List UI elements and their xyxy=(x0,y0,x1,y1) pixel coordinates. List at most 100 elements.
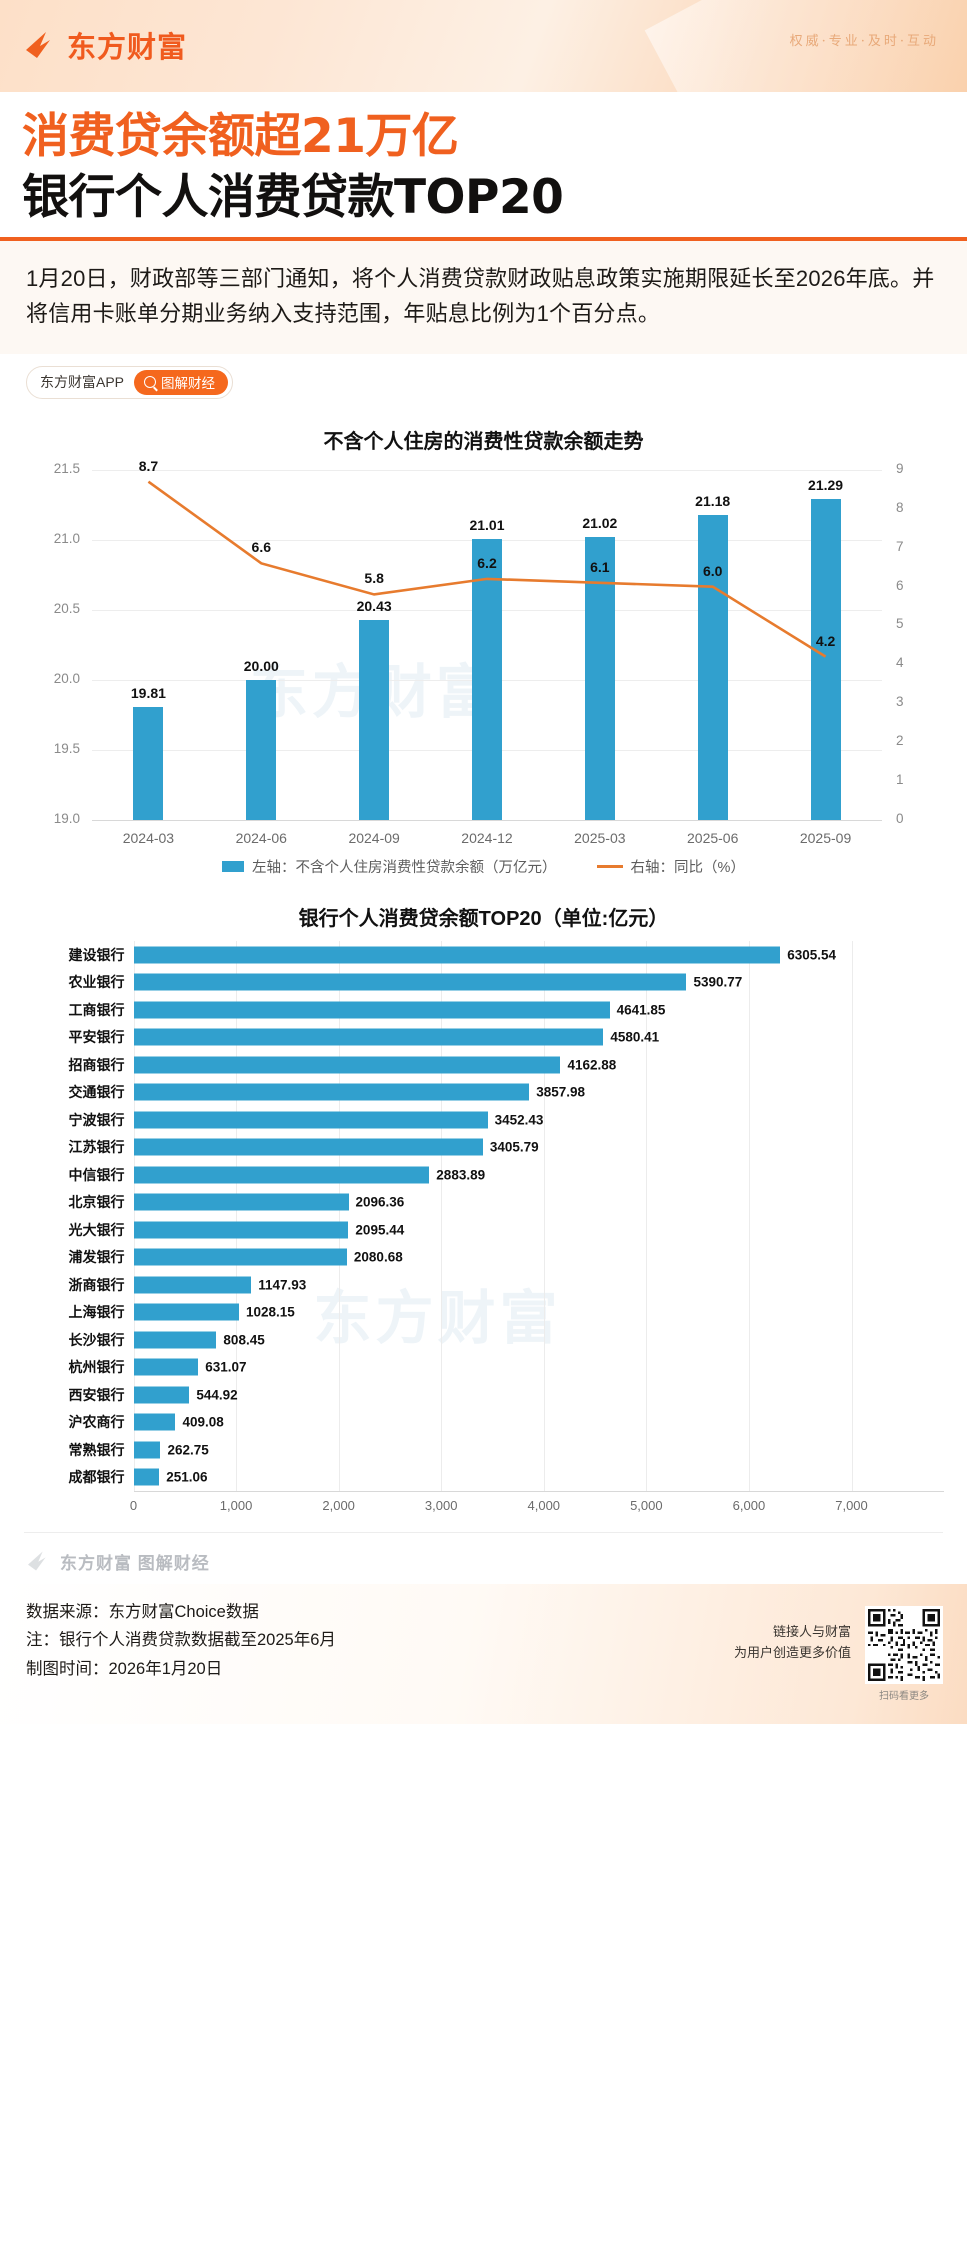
x-axis-tick: 2025-03 xyxy=(574,829,626,846)
line-value-label: 4.2 xyxy=(815,632,836,649)
bar-value-label: 3857.98 xyxy=(536,1084,586,1100)
bank-name-label: 交通银行 xyxy=(68,1085,125,1102)
bar-value-label: 251.06 xyxy=(166,1469,208,1485)
bank-name-label: 北京银行 xyxy=(68,1195,125,1212)
bank-name-label: 工商银行 xyxy=(68,1002,125,1019)
bar-track: 544.92 xyxy=(133,1381,944,1409)
bar-row: 江苏银行 3405.79 xyxy=(24,1133,944,1161)
header-tagline: 权威·专业·及时·互动 xyxy=(789,34,939,49)
bar xyxy=(133,1083,530,1101)
bar-value-label: 20.00 xyxy=(243,657,279,674)
bar-track: 251.06 xyxy=(133,1463,944,1491)
app-badge[interactable]: 东方财富APP 图解财经 xyxy=(26,365,234,399)
bar-track: 4641.85 xyxy=(133,996,944,1024)
x-axis-tick: 2,000 xyxy=(322,1497,355,1513)
bar-value-label: 2080.68 xyxy=(353,1249,403,1265)
bar-row: 杭州银行 631.07 xyxy=(24,1353,944,1381)
bar-track: 631.07 xyxy=(133,1353,944,1381)
gridline xyxy=(92,819,882,821)
x-axis-tick: 4,000 xyxy=(527,1497,561,1513)
bar-row: 沪农商行 409.08 xyxy=(24,1408,944,1436)
bar-track: 3857.98 xyxy=(133,1078,944,1106)
bank-name-label: 招商银行 xyxy=(68,1057,125,1074)
x-axis-tick: 2024-09 xyxy=(348,829,400,846)
y-axis-tick-left: 21.5 xyxy=(53,460,80,476)
bank-name-label: 长沙银行 xyxy=(68,1332,125,1349)
chart1-legend: 左轴：不含个人住房消费性贷款余额（万亿元） 右轴：同比（%） xyxy=(0,856,967,877)
bar-track: 4162.88 xyxy=(133,1051,944,1079)
app-badge-label: 东方财富APP xyxy=(40,374,125,391)
line-value-label: 6.1 xyxy=(590,558,610,575)
bar-track: 5390.77 xyxy=(133,968,944,996)
bar xyxy=(133,1028,604,1046)
bar xyxy=(246,679,277,820)
bar xyxy=(133,1358,199,1376)
x-axis-tick: 5,000 xyxy=(630,1497,663,1513)
x-axis-tick: 1,000 xyxy=(219,1497,253,1513)
y-axis-tick-right: 9 xyxy=(896,460,904,476)
bar-row: 交通银行 3857.98 xyxy=(24,1078,944,1106)
bar xyxy=(697,514,728,820)
slogan-line-2: 为用户创造更多价值 xyxy=(733,1644,851,1660)
y-axis-tick-right: 6 xyxy=(896,577,904,593)
bar xyxy=(133,1248,347,1266)
bar xyxy=(472,538,502,820)
bar-track: 409.08 xyxy=(133,1408,944,1436)
y-axis-tick-right: 0 xyxy=(896,810,904,826)
bar-track: 3452.43 xyxy=(133,1106,944,1134)
y-axis-tick-right: 1 xyxy=(896,772,904,788)
bar-track: 2883.89 xyxy=(133,1161,944,1189)
bank-name-label: 杭州银行 xyxy=(68,1360,125,1377)
pill-label: 图解财经 xyxy=(161,376,216,392)
bar xyxy=(133,1193,349,1211)
bar-value-label: 262.75 xyxy=(167,1442,209,1458)
legend-line-swatch xyxy=(596,864,623,868)
description-text: 1月20日，财政部等三部门通知，将个人消费贷款财政贴息政策实施期限延长至2026… xyxy=(26,265,935,327)
bar-value-label: 1028.15 xyxy=(245,1304,295,1320)
qr-code-icon[interactable] xyxy=(865,1605,943,1684)
bar-track: 6305.54 xyxy=(133,941,944,969)
y-axis-tick-left: 20.5 xyxy=(53,600,80,616)
tujie-caijing-pill[interactable]: 图解财经 xyxy=(134,369,229,395)
y-axis-tick-right: 4 xyxy=(896,655,904,671)
bar-row: 工商银行 4641.85 xyxy=(24,996,944,1024)
bar-track: 2080.68 xyxy=(133,1243,944,1271)
bank-name-label: 中信银行 xyxy=(68,1167,125,1184)
bar-value-label: 21.02 xyxy=(582,515,618,532)
chart2-plot: 东方财富 建设银行 6305.54 农业银行 5390.77 工商银行 4641.85 平安… xyxy=(24,940,944,1518)
legend-item-bars[interactable]: 左轴：不含个人住房消费性贷款余额（万亿元） xyxy=(222,856,557,877)
x-axis-tick: 2025-09 xyxy=(799,829,852,846)
brand-name: 东方财富 xyxy=(67,30,188,64)
bar-track: 262.75 xyxy=(133,1436,944,1464)
bar xyxy=(133,1413,176,1431)
legend-item-line[interactable]: 右轴：同比（%） xyxy=(596,856,745,877)
headline-primary: 消费贷余额超21万亿 xyxy=(22,109,459,164)
title-block: 消费贷余额超21万亿 银行个人消费贷款TOP20 xyxy=(0,92,967,227)
bar-value-label: 544.92 xyxy=(196,1387,238,1403)
footer-line-date: 制图时间：2026年1月20日 xyxy=(26,1659,223,1678)
chart1-plot: 19.0 19.5 20.0 20.5 21.0 21.5 0 1 2 3 4 5 6 7 8 9 19.81 2… xyxy=(54,458,904,846)
search-icon xyxy=(144,376,157,389)
bar-row: 平安银行 4580.41 xyxy=(24,1023,944,1051)
badge-row: 东方财富APP 图解财经 xyxy=(0,354,967,399)
bar xyxy=(133,1276,252,1294)
bar-row: 上海银行 1028.15 xyxy=(24,1298,944,1326)
bar xyxy=(133,1166,430,1184)
gridline xyxy=(338,940,340,1491)
bar-value-label: 2095.44 xyxy=(355,1222,405,1238)
bar xyxy=(133,1468,160,1486)
bank-name-label: 浦发银行 xyxy=(68,1250,125,1267)
bar-row: 农业银行 5390.77 xyxy=(24,968,944,996)
x-axis-tick: 2024-12 xyxy=(461,829,513,846)
bar xyxy=(133,1331,217,1349)
bank-name-label: 沪农商行 xyxy=(68,1415,125,1432)
y-axis-tick-right: 2 xyxy=(896,733,904,749)
qr-block: 扫码看更多 xyxy=(865,1605,943,1702)
eastmoney-logo-icon xyxy=(26,1550,52,1572)
chart2-title: 银行个人消费贷余额TOP20（单位:亿元） xyxy=(298,907,669,930)
bar-value-label: 2096.36 xyxy=(355,1194,405,1210)
bar-row: 成都银行 251.06 xyxy=(24,1463,944,1491)
bar-row: 长沙银行 808.45 xyxy=(24,1326,944,1354)
line-value-label: 8.7 xyxy=(138,457,159,474)
bank-name-label: 光大银行 xyxy=(68,1222,125,1239)
